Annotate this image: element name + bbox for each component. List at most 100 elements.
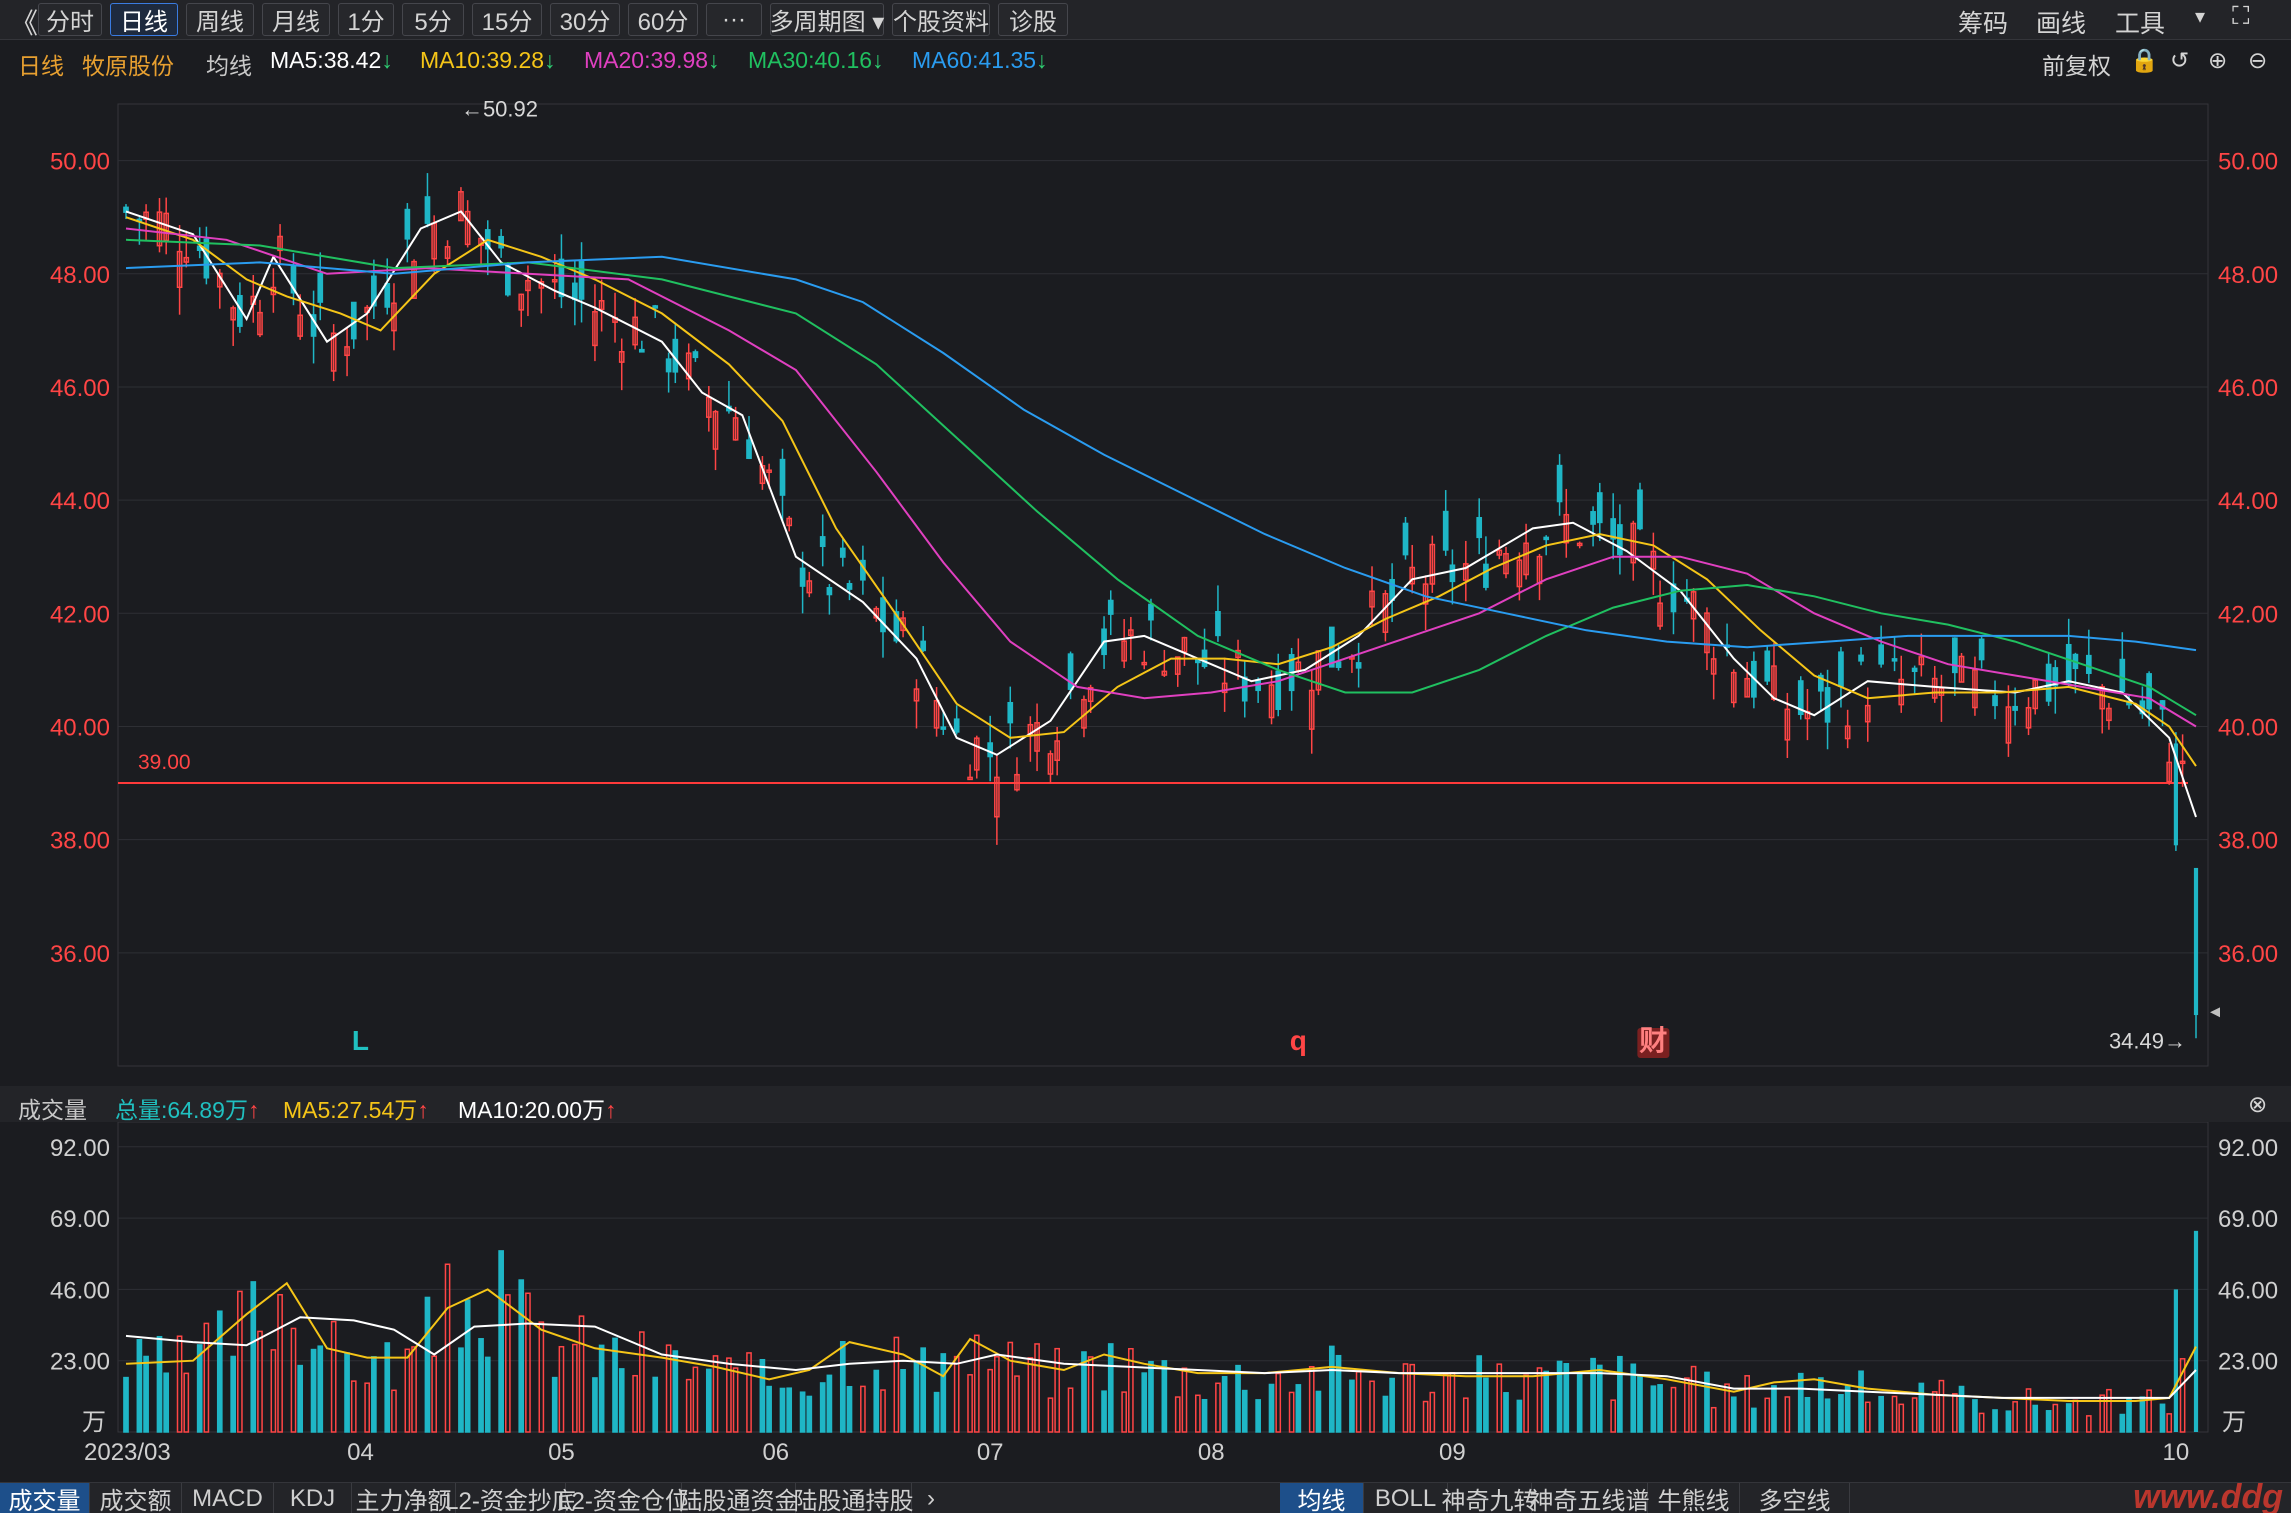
volume-bar [431,1355,437,1433]
candle [2166,742,2173,785]
toolbar-button-6[interactable]: 15分 [472,3,542,36]
candle [1864,687,1871,742]
volume-bar [973,1334,980,1433]
candle [1148,598,1154,641]
candle [2099,683,2106,734]
x-axis-label: 06 [762,1439,789,1466]
volume-bar [940,1353,947,1433]
volume-bar [2052,1403,2059,1433]
collapse-icon[interactable]: 《 [10,8,39,39]
candle [1670,561,1677,635]
candle [746,416,752,460]
volume-bar [505,1294,511,1433]
lock-icon[interactable]: 🔒 [2130,47,2159,73]
event-marker-0[interactable]: L [352,1025,369,1056]
candle [638,340,645,353]
toolbar-button-11[interactable]: 个股资料 [892,3,990,36]
bottom-tab-0[interactable]: 成交量 [0,1483,90,1513]
zoom-out-icon[interactable]: ⊖ [2248,47,2268,73]
toolbar-button-12[interactable]: 诊股 [998,3,1068,36]
candle [1710,646,1717,700]
volume-bar [1121,1391,1127,1433]
volume-bar [1101,1390,1107,1433]
toolbar-button-3[interactable]: 月线 [262,3,330,36]
bottom-tab-1[interactable]: 成交额 [90,1483,182,1513]
chevron-down-icon: ▾ [2195,6,2206,28]
toolbar-button-2[interactable]: 周线 [186,3,254,36]
candle [685,343,692,391]
volume-bar [1838,1394,1844,1433]
toolbar-button-7[interactable]: 30分 [550,3,620,36]
candle [1174,656,1181,687]
fullscreen-icon[interactable]: ⛶ [2232,2,2250,30]
price-tick-right: 42.00 [2218,601,2278,628]
volume-bar [230,1355,237,1433]
toolbar-right-0[interactable]: 筹码 [1958,10,2009,38]
volume-bar [685,1378,692,1433]
volume-bar [1087,1356,1094,1433]
bottom-tab-7[interactable]: 陆股通资金 [679,1483,799,1513]
candle [598,279,605,332]
overlay-tab-1[interactable]: BOLL [1364,1483,1448,1513]
volume-bar [317,1345,324,1433]
kline-chart[interactable]: 50.00 50.00 48.00 48.00 46.00 46.00 44.00 44.00… [0,80,2291,1482]
bottom-tab-5[interactable]: L2-资金抄底 [445,1483,576,1513]
overlay-tab-0[interactable]: 均线 [1280,1483,1364,1513]
bottom-tab-6[interactable]: L2-资金仓位 [558,1483,689,1513]
bottom-tab-8[interactable]: 陆股通持股 [794,1483,914,1513]
volume-tick-left: 69.00 [50,1206,110,1233]
volume-bar [920,1347,927,1433]
volume-bar [1382,1395,1389,1433]
candle [1637,482,1643,531]
volume-bar [1931,1391,1938,1433]
reference-line-label: 39.00 [138,751,191,774]
toolbar-button-1[interactable]: 日线 [110,3,178,36]
volume-bar [1389,1377,1395,1433]
zoom-in-icon[interactable]: ⊕ [2208,47,2228,73]
bottom-tab-2[interactable]: MACD [182,1483,274,1513]
price-adjust-label[interactable]: 前复权 [2042,53,2111,79]
event-marker-1[interactable]: q [1290,1025,1307,1056]
toolbar-button-10[interactable]: 多周期图 ▾ [770,3,884,36]
volume-bars [123,1230,2199,1433]
candle [1014,757,1020,792]
toolbar-button-4[interactable]: 1分 [338,3,394,36]
volume-bar [464,1299,471,1433]
toolbar-button-0[interactable]: 分时 [38,3,102,36]
bottom-tab-3[interactable]: KDJ [274,1483,352,1513]
volume-bar [692,1366,699,1433]
volume-bar [350,1380,357,1433]
volume-bar [598,1344,605,1433]
overlay-tab-5[interactable]: 多空线 [1740,1483,1850,1513]
undo-icon[interactable]: ↺ [2170,47,2190,73]
event-marker-2[interactable]: 财 [1639,1025,1667,1056]
chevron-right-icon[interactable]: › [927,1484,935,1512]
volume-bar [806,1395,813,1433]
price-tick-right: 44.00 [2218,488,2278,515]
overlay-tab-3[interactable]: 神奇五线谱 [1530,1483,1650,1513]
candle [2025,697,2032,736]
volume-tick-right: 23.00 [2218,1349,2278,1376]
volume-bar [746,1352,752,1433]
close-icon[interactable]: ⊗ [2248,1091,2268,1117]
ma-line-ma10 [125,216,2197,767]
volume-bar [1690,1365,1697,1433]
toolbar-button-5[interactable]: 5分 [402,3,464,36]
bottom-tab-4[interactable]: 主力净额 [352,1483,456,1513]
candle [920,626,927,652]
overlay-tab-2[interactable]: 神奇九转 [1442,1483,1538,1513]
down-arrow-icon: ↓ [708,47,720,73]
volume-bar [1710,1406,1717,1433]
candle [618,338,625,391]
toolbar-right-2[interactable]: 工具 [2115,10,2166,38]
volume-bar [799,1391,806,1433]
toolbar-button-8[interactable]: 60分 [628,3,698,36]
toolbar-button-9[interactable]: ··· [706,3,762,36]
volume-bar [1081,1351,1087,1433]
volume-bar [1858,1370,1864,1433]
volume-bar [123,1376,129,1433]
candle [893,599,900,644]
toolbar-right-1[interactable]: 画线 [2036,10,2087,38]
overlay-tab-4[interactable]: 牛熊线 [1648,1483,1740,1513]
ma-line-ma20 [125,227,2197,728]
